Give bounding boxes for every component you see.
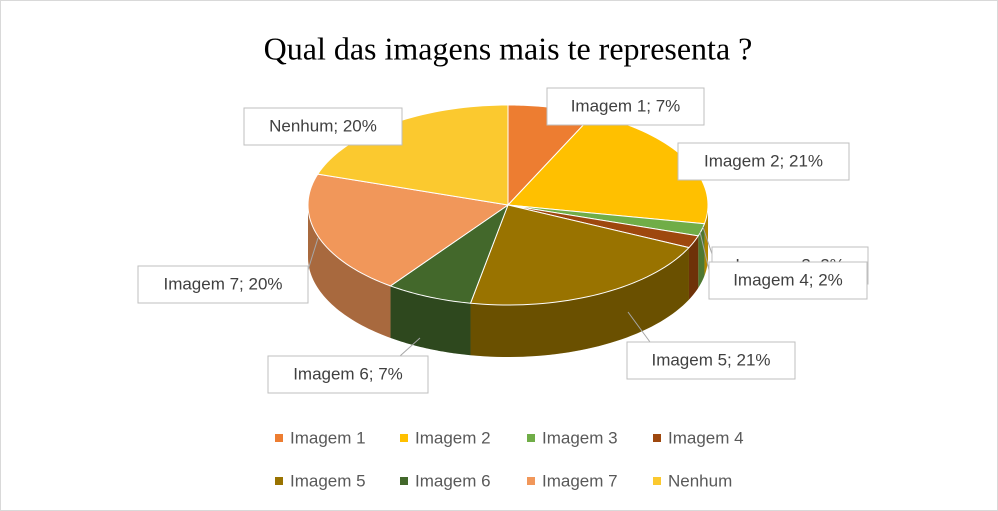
data-label: Imagem 2; 21% xyxy=(704,151,823,170)
slice xyxy=(469,204,690,306)
data-label: Imagem 5; 21% xyxy=(651,350,770,369)
leader-line xyxy=(627,311,651,343)
data-label-box xyxy=(137,265,309,304)
data-label-box xyxy=(267,355,429,394)
leader-line xyxy=(702,226,713,255)
data-label-box xyxy=(243,107,403,146)
data-label: Imagem 6; 7% xyxy=(293,364,403,383)
legend-swatch xyxy=(275,434,283,442)
data-label: Imagem 1; 7% xyxy=(571,96,681,115)
legend-swatch xyxy=(400,434,408,442)
slice-side-shade xyxy=(688,235,699,300)
slice xyxy=(389,203,510,304)
legend-label: Nenhum xyxy=(668,471,732,490)
data-label-box xyxy=(546,87,705,126)
data-label: Imagem 4; 2% xyxy=(733,270,843,289)
legend-label: Imagem 2 xyxy=(415,428,491,447)
data-label: Nenhum; 20% xyxy=(269,116,377,135)
legend-label: Imagem 1 xyxy=(290,428,366,447)
slice-side-shade xyxy=(698,223,705,288)
leader-line xyxy=(307,237,319,271)
slice-side-shade xyxy=(308,205,391,338)
slice-side-shade xyxy=(390,285,471,356)
slice-side-shade xyxy=(470,247,689,357)
slice-side xyxy=(390,285,471,356)
slice xyxy=(507,204,700,249)
legend-swatch xyxy=(275,477,283,485)
slice-side xyxy=(688,235,699,300)
slice xyxy=(307,173,510,287)
legend-swatch xyxy=(653,477,661,485)
slice-side xyxy=(470,247,689,357)
legend-label: Imagem 3 xyxy=(542,428,618,447)
slice-side xyxy=(698,223,705,288)
leader-line xyxy=(399,337,421,357)
legend-label: Imagem 4 xyxy=(668,428,744,447)
data-label-box xyxy=(708,261,868,300)
legend-label: Imagem 5 xyxy=(290,471,366,490)
leader-line xyxy=(699,231,710,271)
legend-swatch xyxy=(527,434,535,442)
data-label: Imagem 7; 20% xyxy=(163,274,282,293)
legend-label: Imagem 7 xyxy=(542,471,618,490)
legend-swatch xyxy=(400,477,408,485)
legend-swatch xyxy=(653,434,661,442)
chart-title: Qual das imagens mais te representa ? xyxy=(264,30,753,66)
legend-label: Imagem 6 xyxy=(415,471,491,490)
data-label-box xyxy=(626,341,796,380)
slice-side xyxy=(308,205,391,338)
legend-swatch xyxy=(527,477,535,485)
data-label-box xyxy=(677,142,850,181)
